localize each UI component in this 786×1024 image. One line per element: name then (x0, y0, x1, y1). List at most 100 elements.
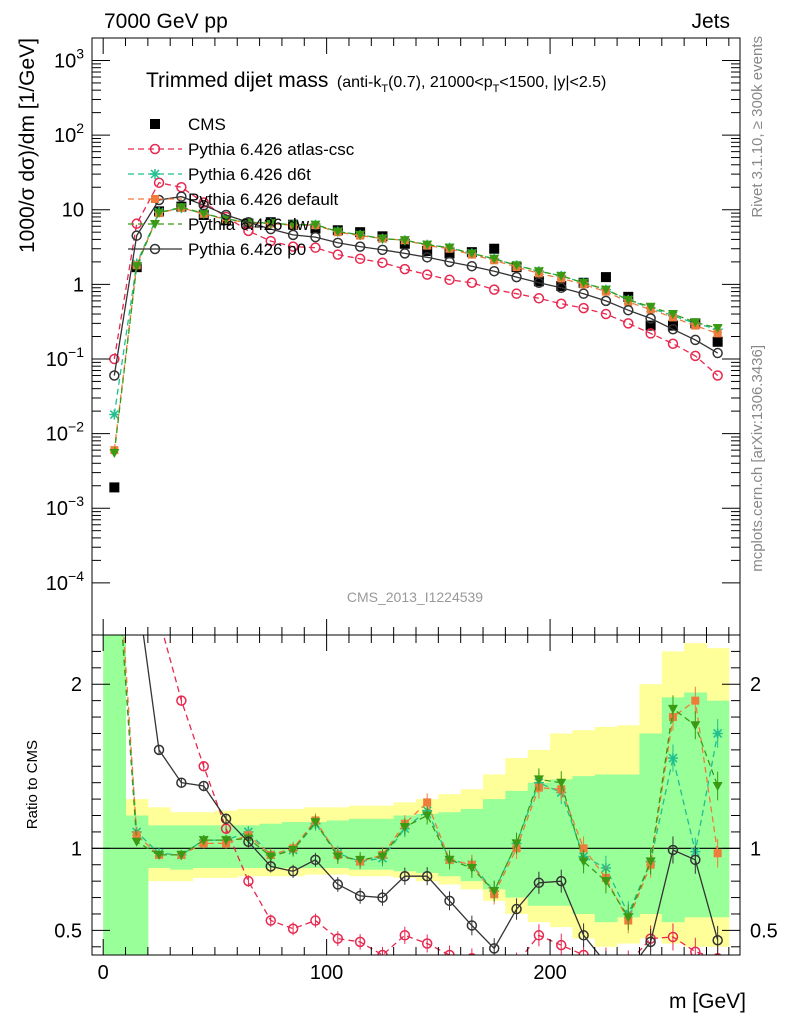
ratio-point-dw (422, 811, 433, 821)
ratio-point-atlas (421, 938, 433, 949)
point-cms (600, 272, 611, 283)
point-atlas (623, 318, 634, 329)
x-axis-label: m [GeV] (669, 990, 746, 1013)
point-atlas (466, 277, 478, 289)
point-dw (690, 318, 701, 328)
ratio-point-dw (198, 836, 209, 846)
band-green-bin (393, 815, 417, 872)
ratio-y-ticks: 0.5 0.5 1 1 2 2 (54, 650, 778, 948)
legend-entry-p0: Pythia 6.426 p0 (128, 240, 306, 259)
point-p0 (578, 288, 589, 299)
ratio-point-p0 (624, 967, 633, 976)
ratio-point-atlas (555, 939, 567, 951)
series-p0 (109, 191, 723, 381)
ratio-point-dw (444, 855, 455, 865)
ratio-point-atlas (624, 959, 633, 968)
ratio-point-atlas (399, 930, 411, 941)
ratio-point-p0 (220, 813, 232, 825)
legend-marker-d6t (150, 169, 160, 179)
legend-label-atlas: Pythia 6.426 atlas-csc (188, 140, 355, 159)
ratio-point-dw (310, 818, 321, 828)
legend-label-p0: Pythia 6.426 p0 (188, 240, 306, 259)
point-p0 (198, 199, 209, 211)
ratio-point-dw (511, 839, 522, 849)
y-tick-label: 10−2 (46, 419, 84, 446)
ratio-point-atlas (287, 923, 299, 934)
point-p0 (399, 248, 411, 259)
point-p0 (511, 271, 522, 283)
band-green-bin (639, 733, 663, 914)
point-cms (444, 248, 455, 259)
ratio-point-p0 (421, 870, 433, 882)
main-data (109, 177, 723, 493)
band-green-bin (170, 825, 194, 870)
point-atlas (555, 298, 567, 309)
ratio-point-p0 (354, 890, 366, 902)
point-atlas (265, 235, 277, 247)
point-dw (422, 240, 433, 250)
point-p0 (555, 282, 567, 294)
ratio-point-atlas (604, 954, 608, 955)
ratio-point-dw (600, 877, 611, 887)
point-atlas (667, 338, 679, 349)
mcplots-label: mcplots.cern.ch [arXiv:1306.3436] (749, 345, 766, 572)
point-dw (176, 203, 187, 213)
point-p0 (444, 256, 455, 268)
ratio-tick-label-right: 0.5 (750, 920, 778, 942)
point-atlas (533, 293, 545, 304)
ratio-point-dw (109, 516, 119, 525)
header-right: Jets (691, 10, 730, 33)
point-dw (131, 262, 142, 272)
ratio-point-dw (154, 850, 165, 860)
y-tick-label: 10−3 (46, 493, 84, 520)
legend: CMS Pythia 6.426 atlas-csc Pythia 6.426 d6… (128, 115, 355, 259)
x-tick-label: 200 (533, 962, 566, 984)
point-cms (422, 245, 433, 256)
band-green-bin (617, 774, 640, 918)
point-p0 (354, 241, 366, 252)
point-dw (578, 278, 589, 288)
ratio-point-p0 (578, 930, 589, 941)
ratio-point-atlas (578, 949, 589, 955)
point-atlas (377, 257, 388, 268)
ratio-point-atlas (444, 949, 455, 955)
ratio-point-p0 (287, 866, 299, 877)
point-p0 (421, 252, 433, 263)
legend-marker-atlas (149, 143, 161, 155)
point-dw (377, 234, 388, 244)
point-p0 (533, 277, 545, 289)
point-dw (109, 448, 120, 458)
point-dw (332, 227, 343, 237)
point-cms (712, 336, 723, 347)
uncertainty-bands (103, 635, 730, 955)
point-p0 (109, 370, 120, 381)
ratio-point-dw (712, 781, 723, 791)
chart-title: Trimmed dijet mass (anti-kT(0.7), 21000<… (146, 69, 606, 95)
ratio-point-p0 (667, 844, 679, 856)
ratio-point-atlas (667, 931, 679, 943)
point-atlas (421, 269, 433, 280)
ratio-point-atlas (377, 949, 388, 955)
ratio-point-p0 (198, 780, 209, 792)
point-atlas (600, 308, 612, 320)
band-green-bin (348, 818, 372, 870)
point-atlas (488, 284, 500, 295)
ratio-tick-label-right: 1 (750, 838, 761, 860)
band-green-bin (661, 697, 685, 923)
y-tick-label: 103 (54, 45, 84, 72)
point-atlas (690, 350, 701, 362)
legend-label-cms: CMS (188, 115, 226, 134)
point-dw (288, 220, 299, 230)
legend-marker-cms (150, 119, 160, 129)
ratio-point-p0 (399, 870, 411, 882)
ratio-point-dw (355, 855, 366, 865)
point-cms (645, 320, 656, 331)
band-green-bin (483, 799, 506, 890)
ratio-tick-label-left: 1 (71, 838, 82, 860)
point-cms (533, 276, 544, 287)
legend-label-default: Pythia 6.426 default (188, 190, 339, 209)
ratio-point-p0 (265, 861, 277, 872)
band-green-bin (125, 815, 149, 955)
ratio-line-p0 (142, 635, 719, 955)
